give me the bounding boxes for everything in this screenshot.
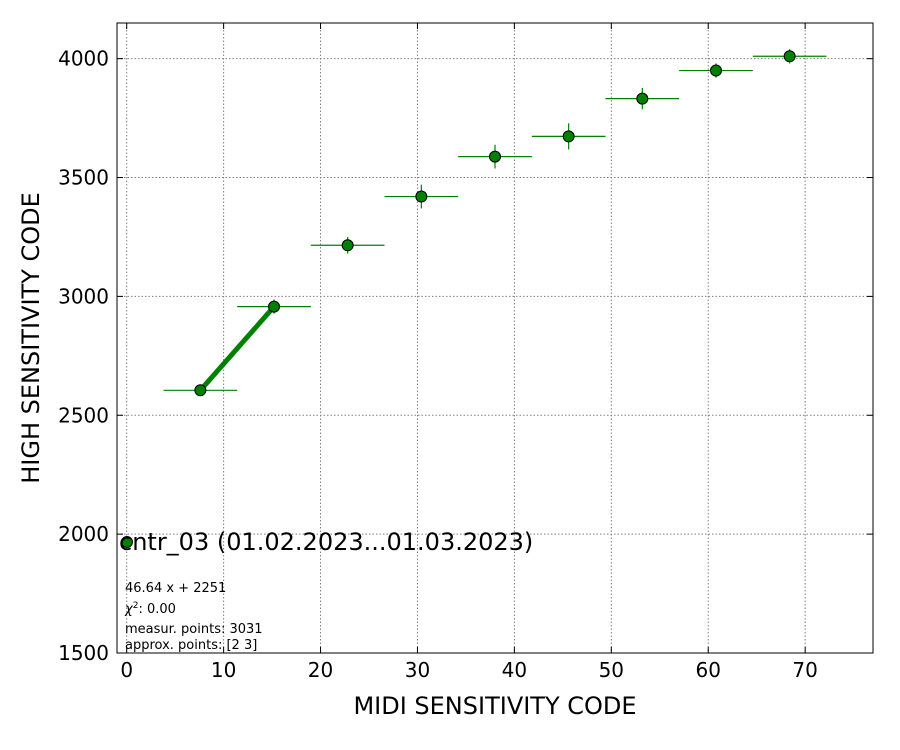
data-point	[194, 384, 207, 397]
x-tick-label: 50	[599, 658, 624, 682]
legend-marker	[121, 536, 133, 548]
error-bars	[163, 49, 827, 394]
x-tick-label: 0	[120, 658, 133, 682]
data-point	[709, 64, 722, 77]
chi-power: 2	[133, 601, 139, 611]
data-point	[636, 92, 649, 105]
approx-points: approx. points: [2 3]	[125, 638, 257, 653]
y-tick-label: 4000	[58, 47, 109, 71]
y-tick-label: 2000	[58, 522, 109, 546]
y-tick-label: 1500	[58, 641, 109, 665]
fit-stats: 46.64 x + 2251 χ2: 0.00 measur. points: …	[124, 581, 263, 653]
fit-chi-squared: χ2: 0.00	[124, 601, 176, 617]
data-point	[783, 50, 796, 63]
y-tick-label: 2500	[58, 403, 109, 427]
data-point	[415, 190, 428, 203]
chi-symbol: χ	[124, 602, 134, 617]
axis-ticks: 0 10 20 30 40 50 60 70 1500 2000 2500 3000 3500 4000	[58, 23, 873, 682]
y-tick-label: 3000	[58, 284, 109, 308]
fit-equation: 46.64 x + 2251	[125, 581, 226, 596]
legend-label: cntr_03 (01.02.2023...01.03.2023)	[119, 528, 533, 556]
measured-points-count: measur. points: 3031	[125, 622, 263, 637]
x-axis-title: MIDI SENSITIVITY CODE	[353, 692, 636, 720]
data-point	[268, 300, 281, 313]
fit-line	[198, 304, 276, 392]
x-tick-label: 70	[792, 658, 817, 682]
plot-frame	[116, 22, 874, 654]
legend: cntr_03 (01.02.2023...01.03.2023)	[119, 528, 533, 556]
y-tick-label: 3500	[58, 166, 109, 190]
chi-value: : 0.00	[138, 602, 175, 617]
x-tick-label: 20	[308, 658, 333, 682]
data-point	[341, 239, 354, 252]
x-tick-label: 30	[405, 658, 430, 682]
data-points	[194, 50, 796, 397]
data-point	[562, 130, 575, 143]
y-axis-title: HIGH SENSITIVITY CODE	[17, 192, 45, 484]
x-tick-label: 60	[696, 658, 721, 682]
x-tick-label: 40	[502, 658, 527, 682]
x-tick-label: 10	[211, 658, 236, 682]
data-point	[489, 150, 501, 163]
grid	[117, 23, 873, 654]
fit-line-layer	[198, 304, 276, 392]
